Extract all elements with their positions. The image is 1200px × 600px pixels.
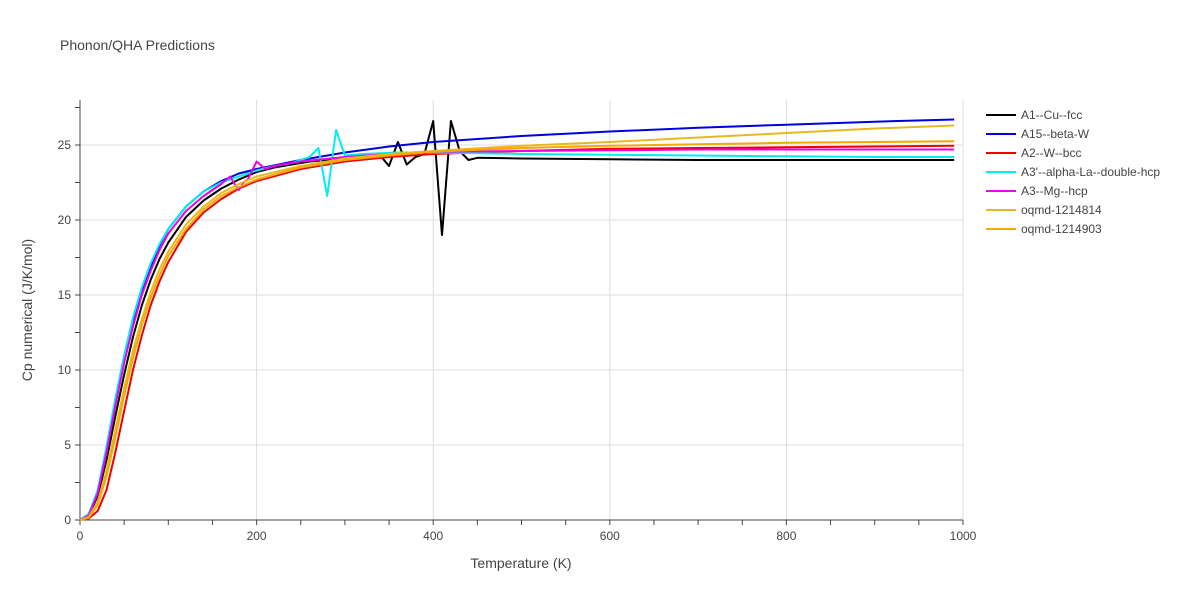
- x-tick-label-3: 600: [600, 529, 620, 543]
- series-line-6[interactable]: [79, 140, 955, 521]
- x-tick-label-4: 800: [776, 529, 796, 543]
- y-tick-label-4: 20: [58, 213, 72, 227]
- legend-label-0[interactable]: A1--Cu--fcc: [1021, 108, 1082, 122]
- grid-lines: [80, 100, 964, 520]
- tick-labels: 0 200 400 600 800 1000 0 5 10 15 20 25: [58, 138, 977, 543]
- legend-label-6[interactable]: oqmd-1214903: [1021, 222, 1102, 236]
- y-tick-label-5: 25: [58, 138, 72, 152]
- legend-label-2[interactable]: A2--W--bcc: [1021, 146, 1081, 160]
- y-tick-label-0: 0: [64, 513, 71, 527]
- series-line-5[interactable]: [79, 124, 955, 521]
- y-tick-label-2: 10: [58, 363, 72, 377]
- series-line-2[interactable]: [79, 144, 955, 521]
- series-lines: [79, 118, 955, 521]
- legend-label-4[interactable]: A3--Mg--hcp: [1021, 184, 1088, 198]
- legend-label-5[interactable]: oqmd-1214814: [1021, 203, 1102, 217]
- x-tick-label-1: 200: [247, 529, 267, 543]
- y-axis-title: Cp numerical (J/K/mol): [19, 239, 35, 381]
- series-line-4[interactable]: [79, 148, 955, 521]
- y-tick-label-3: 15: [58, 288, 72, 302]
- legend[interactable]: A1--Cu--fcc A15--beta-W A2--W--bcc A3'--alp…: [986, 108, 1160, 236]
- x-tick-label-5: 1000: [950, 529, 977, 543]
- x-axis-title: Temperature (K): [470, 555, 571, 571]
- chart-title: Phonon/QHA Predictions: [60, 37, 215, 53]
- x-tick-label-0: 0: [77, 529, 84, 543]
- y-tick-label-1: 5: [64, 438, 71, 452]
- legend-label-1[interactable]: A15--beta-W: [1021, 127, 1090, 141]
- x-tick-label-2: 400: [423, 529, 443, 543]
- legend-label-3[interactable]: A3'--alpha-La--double-hcp: [1021, 165, 1160, 179]
- axes: [75, 100, 964, 525]
